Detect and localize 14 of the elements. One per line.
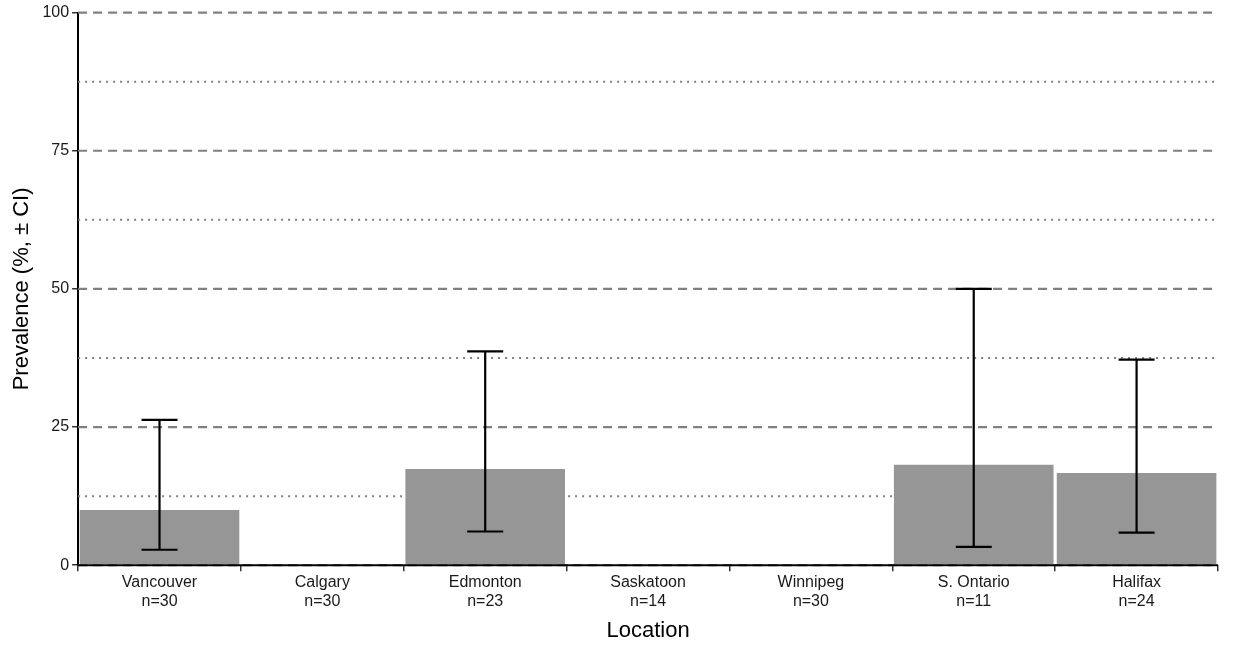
y-tick-label: 50 bbox=[51, 279, 70, 297]
x-tick-label: Winnipeg n=30 bbox=[777, 573, 845, 610]
x-tick-label: Halifax n=24 bbox=[1112, 573, 1162, 610]
y-tick-label: 75 bbox=[51, 141, 70, 159]
x-tick-label: Saskatoon n=14 bbox=[610, 573, 686, 610]
x-tick-label: Vancouver n=30 bbox=[121, 573, 198, 610]
y-axis-title: Prevalence (%, ± CI) bbox=[8, 187, 34, 391]
y-tick-label: 25 bbox=[51, 417, 70, 435]
x-tick-label: Calgary n=30 bbox=[294, 573, 350, 610]
y-tick-label: 0 bbox=[60, 555, 70, 573]
x-axis-title: Location bbox=[606, 616, 690, 642]
x-tick-label: Edmonton n=23 bbox=[448, 573, 522, 610]
x-tick-label: S. Ontario n=11 bbox=[937, 573, 1010, 610]
y-tick-label: 100 bbox=[42, 3, 70, 21]
